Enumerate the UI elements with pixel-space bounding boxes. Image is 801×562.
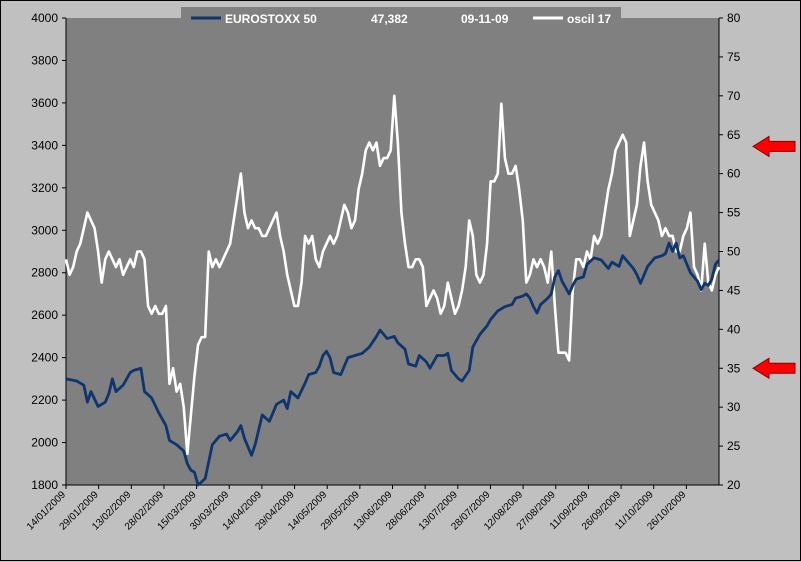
left-tick-label: 3600 — [31, 96, 58, 110]
series-line-eurostoxx-50 — [65, 241, 721, 487]
right-y-axis: 20 25 30 35 40 45 50 55 60 65 70 75 80 — [718, 11, 741, 492]
right-tick-label: 35 — [727, 361, 741, 375]
right-tick-label: 80 — [727, 11, 741, 25]
left-y-axis: 1800 2000 2200 2400 2600 2800 3000 3200 3400 3600… — [31, 11, 67, 492]
left-tick-label: 2000 — [31, 436, 58, 450]
left-tick-label: 2400 — [31, 351, 58, 365]
legend-label-oscil-17: oscil 17 — [567, 12, 611, 26]
left-tick-label: 4000 — [31, 11, 58, 25]
annotations — [752, 135, 796, 380]
left-tick-label: 1800 — [31, 478, 58, 492]
right-tick-label: 60 — [727, 167, 741, 181]
right-tick-label: 50 — [727, 245, 741, 259]
x-axis: 14/01/200929/01/200913/02/200928/02/2009… — [25, 484, 719, 533]
right-tick-label: 25 — [727, 439, 741, 453]
right-tick-label: 55 — [727, 206, 741, 220]
left-tick-label: 3400 — [31, 138, 58, 152]
right-tick-label: 40 — [727, 322, 741, 336]
plot-area — [66, 18, 719, 485]
legend-date: 09-11-09 — [461, 12, 509, 26]
right-tick-label: 65 — [727, 128, 741, 142]
legend: EUROSTOXX 50 47,382 09-11-09 oscil 17 — [181, 7, 621, 29]
red-arrow-marker — [752, 135, 796, 158]
right-tick-label: 30 — [727, 400, 741, 414]
right-tick-label: 70 — [727, 89, 741, 103]
right-tick-label: 75 — [727, 50, 741, 64]
left-tick-label: 3000 — [31, 223, 58, 237]
left-tick-label: 2800 — [31, 266, 58, 280]
right-tick-label: 45 — [727, 283, 741, 297]
red-arrow-marker — [752, 357, 796, 380]
left-tick-label: 2600 — [31, 308, 58, 322]
left-tick-label: 2200 — [31, 393, 58, 407]
legend-label-eurostoxx-50: EUROSTOXX 50 — [225, 12, 317, 26]
series-line-oscil-17 — [64, 94, 721, 456]
left-tick-label: 3800 — [31, 53, 58, 67]
right-tick-label: 20 — [727, 478, 741, 492]
legend-background — [181, 7, 621, 29]
left-tick-label: 3200 — [31, 181, 58, 195]
legend-value: 47,382 — [371, 12, 408, 26]
